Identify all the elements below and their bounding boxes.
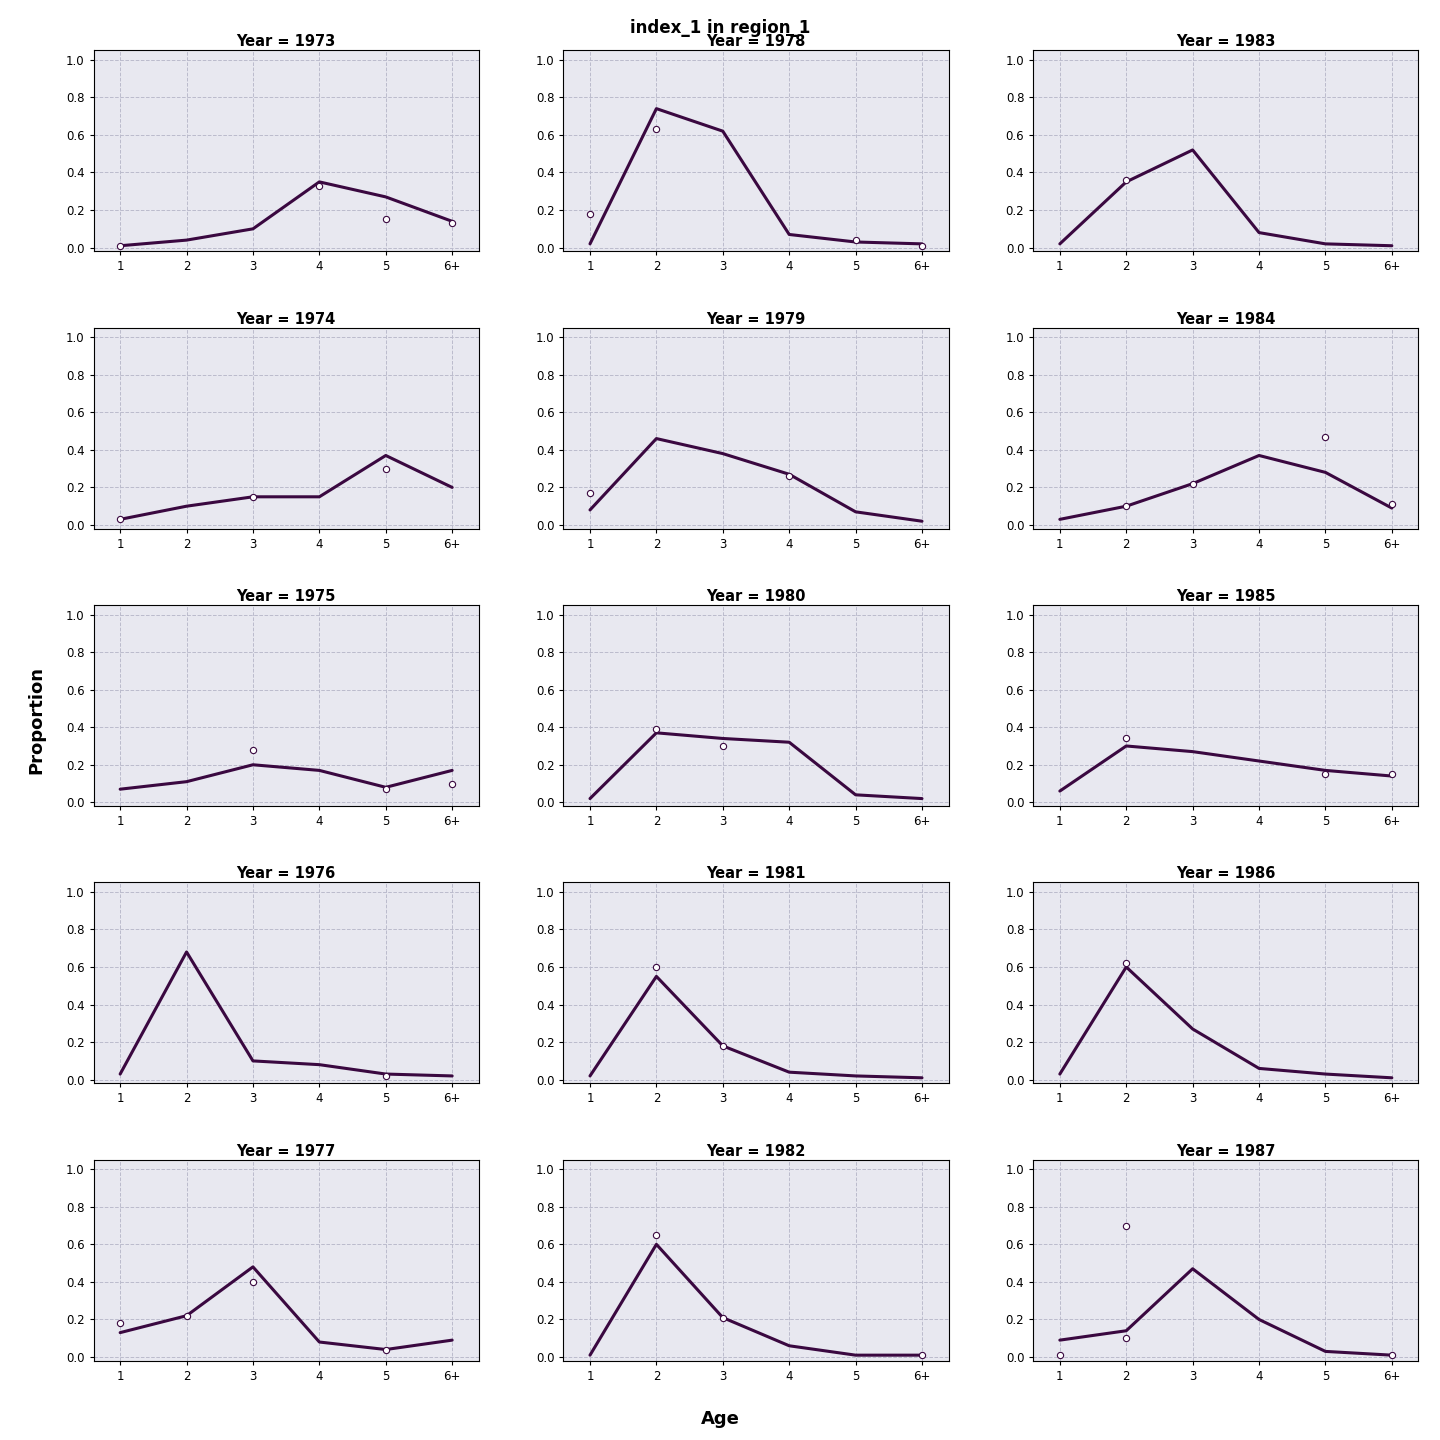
- Title: Year = 1985: Year = 1985: [1176, 589, 1276, 603]
- Text: Age: Age: [701, 1411, 739, 1428]
- Title: Year = 1984: Year = 1984: [1176, 311, 1276, 327]
- Title: Year = 1978: Year = 1978: [706, 35, 806, 49]
- Title: Year = 1973: Year = 1973: [236, 35, 336, 49]
- Title: Year = 1979: Year = 1979: [707, 311, 805, 327]
- Title: Year = 1983: Year = 1983: [1176, 35, 1276, 49]
- Title: Year = 1980: Year = 1980: [706, 589, 806, 603]
- Title: Year = 1974: Year = 1974: [236, 311, 336, 327]
- Text: index_1 in region_1: index_1 in region_1: [629, 19, 811, 36]
- Text: Proportion: Proportion: [27, 665, 45, 775]
- Title: Year = 1987: Year = 1987: [1176, 1143, 1276, 1159]
- Title: Year = 1982: Year = 1982: [706, 1143, 806, 1159]
- Title: Year = 1975: Year = 1975: [236, 589, 336, 603]
- Title: Year = 1981: Year = 1981: [706, 867, 806, 881]
- Title: Year = 1977: Year = 1977: [236, 1143, 336, 1159]
- Title: Year = 1976: Year = 1976: [236, 867, 336, 881]
- Title: Year = 1986: Year = 1986: [1176, 867, 1276, 881]
